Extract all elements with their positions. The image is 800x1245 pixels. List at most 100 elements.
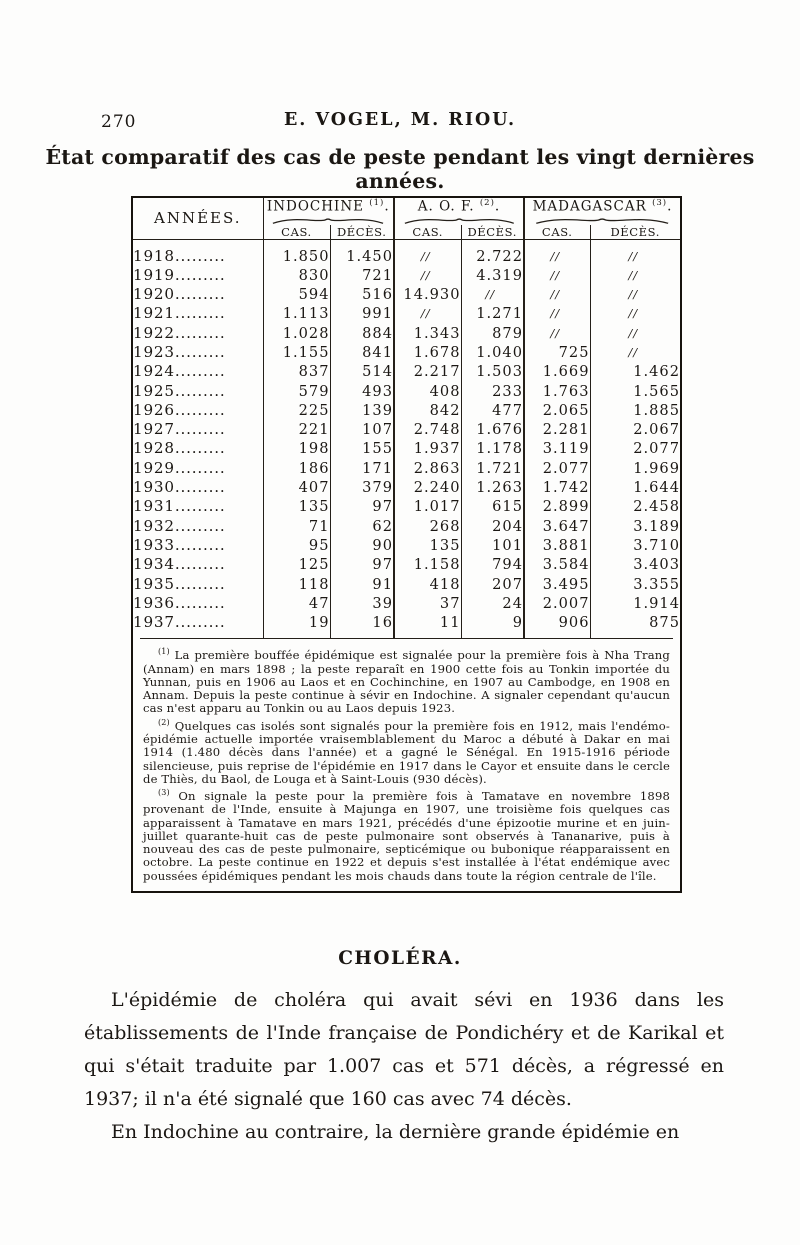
value-cell: 125 — [263, 555, 331, 575]
value-cell: 2.863 — [394, 458, 462, 479]
value-cell: 1.763 — [524, 381, 591, 401]
value-cell: 3.647 — [524, 516, 591, 536]
subheader-cas: CAS. — [394, 224, 462, 240]
value-cell: 135 — [394, 535, 462, 556]
value-cell: 90 — [330, 535, 395, 556]
value-cell: 2.281 — [524, 420, 591, 440]
value-cell: // — [628, 267, 639, 282]
value-cell: 95 — [263, 535, 331, 556]
value-cell: 9 — [461, 613, 525, 639]
value-cell: // — [628, 287, 639, 302]
subheader-deces: DÉCÈS. — [590, 224, 680, 240]
value-cell: 2.077 — [524, 458, 591, 479]
year-cell: 1927......... — [133, 420, 264, 440]
value-cell: 97 — [330, 555, 395, 575]
value-cell: 14.930 — [394, 285, 462, 305]
value-cell: 135 — [263, 497, 331, 517]
subheader-deces: DÉCÈS. — [461, 224, 525, 240]
value-cell: 1.885 — [633, 401, 680, 419]
value-cell: 1.914 — [633, 594, 680, 612]
value-cell: 1.113 — [263, 304, 331, 324]
table-row: 1928......... 198 155 1.937 1.178 3.119 … — [133, 439, 680, 459]
value-cell: 594 — [263, 285, 331, 305]
value-cell: 2.065 — [524, 400, 591, 421]
table-footnotes: (1) La première bouffée épidémique est s… — [140, 638, 673, 891]
value-cell: 418 — [394, 574, 462, 594]
value-cell: 268 — [394, 516, 462, 536]
value-cell: 1.676 — [461, 420, 525, 440]
value-cell: // — [394, 239, 462, 266]
value-cell: 118 — [263, 574, 331, 594]
table-footnote: (2) Quelques cas isolés sont signalés po… — [143, 717, 670, 786]
table-footnote: (3) On signale la peste pour la première… — [143, 788, 670, 883]
value-cell: 842 — [394, 400, 462, 421]
footnote-marker: (1) — [158, 647, 170, 657]
year-cell: 1921......... — [133, 304, 264, 324]
value-cell: 1.503 — [461, 362, 525, 382]
value-cell: // — [628, 344, 639, 359]
table-row: 1935......... 118 91 418 207 3.495 3.355 — [133, 574, 680, 594]
value-cell: // — [524, 285, 591, 305]
table-footnote: (1) La première bouffée épidémique est s… — [143, 647, 670, 716]
year-cell: 1920......... — [133, 285, 264, 305]
value-cell: 514 — [330, 362, 395, 382]
value-cell: 477 — [461, 400, 525, 421]
value-cell: 830 — [263, 265, 331, 286]
value-cell: 875 — [649, 614, 680, 632]
footnote-marker: (2) — [158, 717, 170, 727]
value-cell: 579 — [263, 381, 331, 401]
value-cell: 841 — [330, 342, 395, 363]
group-header-madagascar: MADAGASCAR (3). — [524, 198, 680, 225]
year-cell: 1924......... — [133, 362, 264, 382]
table-row: 1923......... 1.155 841 1.678 1.040 725 … — [133, 342, 680, 363]
year-cell: 1935......... — [133, 574, 264, 594]
value-cell: 1.017 — [394, 497, 462, 517]
value-cell: // — [524, 323, 591, 343]
plague-comparative-table: ANNÉES. INDOCHINE (1). A. O. F. (2). — [133, 198, 680, 639]
table-row: 1934......... 125 97 1.158 794 3.584 3.4… — [133, 555, 680, 575]
value-cell: 225 — [263, 400, 331, 421]
year-cell: 1928......... — [133, 439, 264, 459]
table-row: 1933......... 95 90 135 101 3.881 3.710 — [133, 535, 680, 556]
value-cell: 3.403 — [633, 556, 680, 574]
section-heading-cholera: CHOLÉRA. — [338, 948, 462, 969]
value-cell: 2.748 — [394, 420, 462, 440]
value-cell: 3.710 — [633, 536, 680, 554]
year-cell: 1926......... — [133, 400, 264, 421]
running-head: E. VOGEL, M. RIOU. — [283, 110, 517, 130]
value-cell: 1.678 — [394, 342, 462, 363]
value-cell: 207 — [461, 574, 525, 594]
year-cell: 1918......... — [133, 239, 264, 266]
value-cell: 906 — [524, 613, 591, 639]
value-cell: 16 — [330, 613, 395, 639]
value-cell: 725 — [524, 342, 591, 363]
value-cell: // — [628, 248, 639, 263]
value-cell: 884 — [330, 323, 395, 343]
table-row: 1919......... 830 721 // 4.319 // // — [133, 265, 680, 286]
value-cell: 233 — [461, 381, 525, 401]
table-row: 1929......... 186 171 2.863 1.721 2.077 … — [133, 458, 680, 479]
value-cell: 879 — [461, 323, 525, 343]
table-row: 1930......... 407 379 2.240 1.263 1.742 … — [133, 478, 680, 498]
value-cell: 408 — [394, 381, 462, 401]
value-cell: 1.158 — [394, 555, 462, 575]
value-cell: // — [394, 304, 462, 324]
value-cell: 97 — [330, 497, 395, 517]
table-row: 1931......... 135 97 1.017 615 2.899 2.4… — [133, 497, 680, 517]
year-cell: 1919......... — [133, 265, 264, 286]
value-cell: 1.937 — [394, 439, 462, 459]
value-cell: 2.458 — [633, 498, 680, 516]
subheader-row: CAS. DÉCÈS. CAS. DÉCÈS. CAS. DÉCÈS. — [133, 224, 680, 240]
value-cell: // — [394, 265, 462, 286]
value-cell: 1.178 — [461, 439, 525, 459]
table-row: 1922......... 1.028 884 1.343 879 // // — [133, 323, 680, 343]
plague-table-frame: ANNÉES. INDOCHINE (1). A. O. F. (2). — [131, 196, 682, 894]
group-header-aof: A. O. F. (2). — [394, 198, 525, 225]
year-cell: 1925......... — [133, 381, 264, 401]
value-cell: 794 — [461, 555, 525, 575]
table-row: 1926......... 225 139 842 477 2.065 1.88… — [133, 400, 680, 421]
value-cell: 3.355 — [633, 575, 680, 593]
body-text: L'épidémie de choléra qui avait sévi en … — [84, 984, 724, 1149]
value-cell: 171 — [330, 458, 395, 479]
